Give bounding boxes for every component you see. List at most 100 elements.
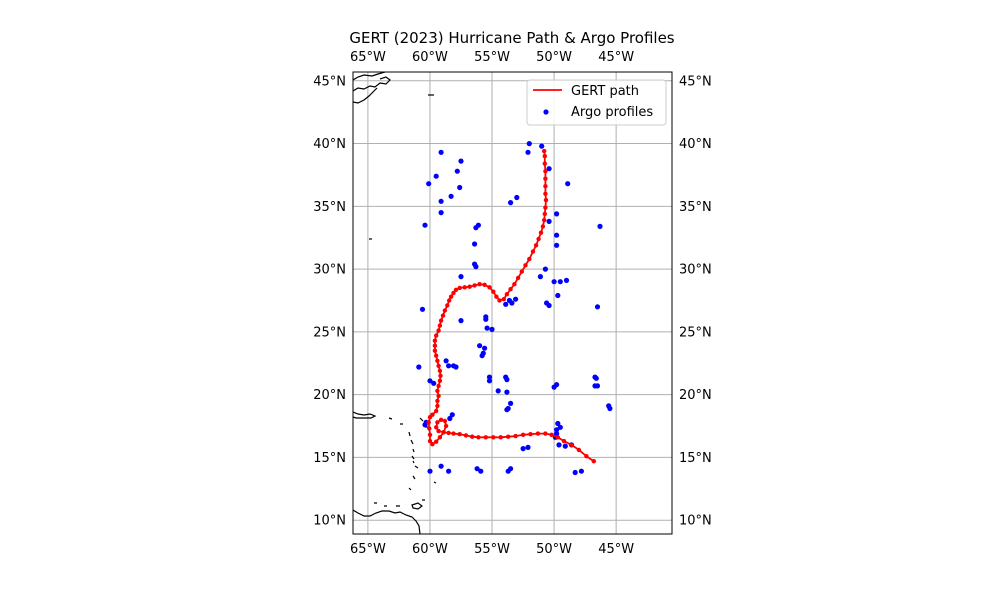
argo-profile-point xyxy=(479,353,485,359)
gert-path-point xyxy=(437,368,443,373)
argo-profile-point xyxy=(563,277,570,283)
gert-path-point xyxy=(436,328,441,333)
argo-profile-point xyxy=(482,345,488,351)
gert-path-point xyxy=(435,403,440,409)
gert-path-point xyxy=(561,438,567,444)
argo-profile-point xyxy=(565,181,571,187)
lat-tick-label-left: 35°N xyxy=(313,200,346,215)
legend-argo-swatch xyxy=(543,109,549,115)
gert-path-point xyxy=(483,435,488,440)
argo-profile-point xyxy=(594,304,601,310)
gert-path-point xyxy=(527,256,532,262)
gert-path-point xyxy=(426,420,431,425)
argo-profile-point xyxy=(426,181,432,187)
coastline-virgin-islands xyxy=(388,417,403,425)
lon-tick-label-top: 50°W xyxy=(536,50,572,65)
gert-path-point xyxy=(436,363,441,368)
argo-profile-point xyxy=(525,444,531,450)
coastline-puerto-rico xyxy=(353,411,377,419)
argo-profile-point xyxy=(514,194,520,201)
lat-tick-label-left: 30°N xyxy=(313,263,346,278)
argo-profile-point xyxy=(438,210,444,216)
coastline-south-america xyxy=(353,509,421,534)
gert-path-point xyxy=(427,432,433,437)
argo-profile-point xyxy=(458,274,464,280)
argo-profile-point xyxy=(449,412,455,418)
argo-profile-point xyxy=(555,292,561,299)
gert-path-point xyxy=(477,282,482,287)
gert-path-point xyxy=(435,398,440,404)
argo-profile-point xyxy=(554,232,560,238)
argo-profile-point xyxy=(556,442,562,448)
gert-path-point xyxy=(513,433,518,439)
gert-path-point xyxy=(538,230,544,235)
gert-path-point xyxy=(432,338,438,343)
gert-path-point xyxy=(542,153,547,159)
gert-path-point xyxy=(445,303,450,308)
gert-path-point xyxy=(569,442,574,448)
argo-profile-point xyxy=(555,420,561,427)
argo-profile-point xyxy=(594,383,601,389)
legend-frame xyxy=(526,79,667,126)
gert-path-point xyxy=(442,308,448,313)
coastline-cape-breton xyxy=(353,76,391,92)
lat-tick-label-right: 30°N xyxy=(679,263,712,278)
coastlines xyxy=(353,72,437,534)
gert-path-point xyxy=(523,263,528,268)
plot-area xyxy=(416,141,613,476)
gert-path-point xyxy=(463,433,469,438)
gert-path-point xyxy=(482,282,487,287)
argo-profile-point xyxy=(551,279,557,285)
argo-profile-point xyxy=(546,166,552,172)
gert-path-point xyxy=(506,434,511,439)
gert-path-point xyxy=(434,333,439,338)
gert-path-point xyxy=(427,438,433,444)
argo-profile-point xyxy=(504,389,510,395)
lat-tick-label-right: 20°N xyxy=(679,388,712,403)
argo-profile-point xyxy=(520,446,526,452)
lat-tick-label-right: 10°N xyxy=(679,514,712,529)
gert-path-point xyxy=(472,283,477,288)
argo-profile-point xyxy=(513,296,519,302)
argo-profile-point xyxy=(539,143,545,149)
argo-profile-point xyxy=(593,375,599,381)
lat-tick-label-right: 15°N xyxy=(679,451,712,466)
argo-profile-point xyxy=(454,168,460,174)
gert-path-point xyxy=(457,432,462,437)
map-frame xyxy=(352,71,673,535)
argo-profile-point xyxy=(474,466,480,472)
argo-profile-point xyxy=(478,468,484,474)
gert-path-point xyxy=(438,417,444,422)
argo-profile-point xyxy=(554,427,560,433)
gert-path-point xyxy=(437,378,443,383)
argo-profile-point xyxy=(495,388,501,394)
argo-profile-point xyxy=(554,211,560,217)
argo-profile-point xyxy=(606,403,612,409)
gert-path-point xyxy=(543,197,549,203)
lat-tick-label-right: 45°N xyxy=(679,74,712,89)
gert-path-point xyxy=(504,292,510,297)
argo-profile-point xyxy=(504,407,510,413)
argo-profile-point xyxy=(446,363,452,369)
argo-profile-point xyxy=(508,400,514,406)
gert-path-point xyxy=(487,285,492,290)
argo-profile-point xyxy=(597,223,603,229)
lon-tick-label-bottom: 60°W xyxy=(412,542,448,557)
gert-path-point xyxy=(434,408,439,414)
coastline-grenadines xyxy=(374,502,400,507)
argo-profile-point xyxy=(448,193,454,199)
gert-path-point xyxy=(515,275,521,281)
argo-profile-point xyxy=(503,301,509,307)
lat-tick-label-left: 25°N xyxy=(313,325,346,340)
argo-profile-point xyxy=(486,378,493,384)
gert-path-point xyxy=(437,435,443,440)
gert-path-point xyxy=(498,435,503,440)
gert-path-point xyxy=(440,313,446,318)
gert-path-point xyxy=(443,423,449,429)
argo-profile-point xyxy=(457,184,463,191)
lat-tick-label-left: 15°N xyxy=(313,451,346,466)
gert-path-point xyxy=(435,420,440,425)
argo-profile-point xyxy=(505,468,511,474)
argo-profile-point xyxy=(446,468,452,474)
